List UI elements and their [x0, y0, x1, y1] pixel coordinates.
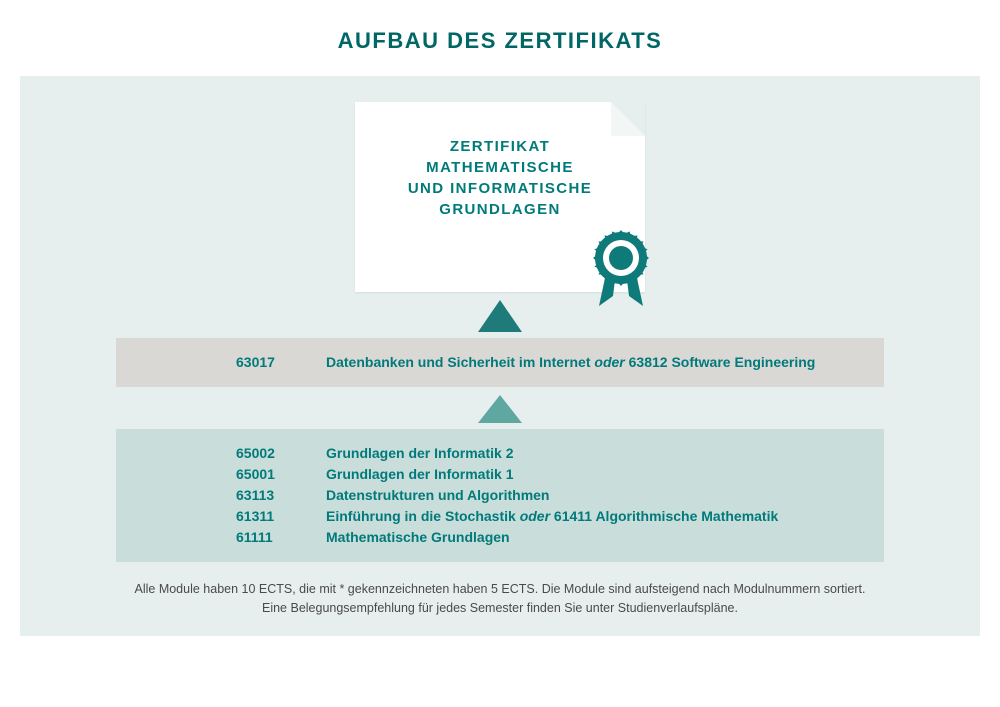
certificate-title-line: UND INFORMATISCHE — [373, 178, 627, 199]
arrow-upper — [60, 300, 940, 332]
certificate-title-line: GRUNDLAGEN — [373, 199, 627, 220]
module-code: 65002 — [236, 443, 306, 464]
triangle-up-icon — [478, 395, 522, 423]
module-box-lower: 65002 Grundlagen der Informatik 2 65001 Gru… — [116, 429, 884, 562]
certificate-container: ZERTIFIKAT MATHEMATISCHE UND INFORMATISC… — [60, 102, 940, 292]
footnote: Alle Module haben 10 ECTS, die mit * gek… — [60, 562, 940, 618]
module-name: Datenbanken und Sicherheit im Internet o… — [326, 352, 862, 373]
module-row: 61311 Einführung in die Stochastik oder 6… — [236, 506, 862, 527]
certificate-title-line: ZERTIFIKAT — [373, 136, 627, 157]
module-code: 63113 — [236, 485, 306, 506]
triangle-up-icon — [478, 300, 522, 332]
page-fold-icon — [611, 102, 645, 136]
diagram-canvas: ZERTIFIKAT MATHEMATISCHE UND INFORMATISC… — [20, 76, 980, 636]
module-code: 63017 — [236, 352, 306, 373]
module-row: 63017 Datenbanken und Sicherheit im Inter… — [236, 352, 862, 373]
module-row: 63113 Datenstrukturen und Algorithmen — [236, 485, 862, 506]
certificate-title: ZERTIFIKAT MATHEMATISCHE UND INFORMATISC… — [355, 136, 645, 220]
certificate-title-line: MATHEMATISCHE — [373, 157, 627, 178]
module-code: 61311 — [236, 506, 306, 527]
module-name: Mathematische Grundlagen — [326, 527, 862, 548]
module-code: 65001 — [236, 464, 306, 485]
module-name: Einführung in die Stochastik oder 61411 … — [326, 506, 862, 527]
module-name: Datenstrukturen und Algorithmen — [326, 485, 862, 506]
module-name: Grundlagen der Informatik 1 — [326, 464, 862, 485]
footnote-line: Eine Belegungsempfehlung für jedes Semes… — [60, 599, 940, 618]
arrow-lower — [60, 395, 940, 423]
module-code: 61111 — [236, 527, 306, 548]
footnote-line: Alle Module haben 10 ECTS, die mit * gek… — [60, 580, 940, 599]
certificate-card: ZERTIFIKAT MATHEMATISCHE UND INFORMATISC… — [355, 102, 645, 292]
module-box-upper: 63017 Datenbanken und Sicherheit im Inter… — [116, 338, 884, 387]
module-name: Grundlagen der Informatik 2 — [326, 443, 862, 464]
module-row: 65002 Grundlagen der Informatik 2 — [236, 443, 862, 464]
seal-icon — [585, 226, 657, 310]
module-row: 61111 Mathematische Grundlagen — [236, 527, 862, 548]
module-row: 65001 Grundlagen der Informatik 1 — [236, 464, 862, 485]
page-title: AUFBAU DES ZERTIFIKATS — [0, 0, 1000, 76]
